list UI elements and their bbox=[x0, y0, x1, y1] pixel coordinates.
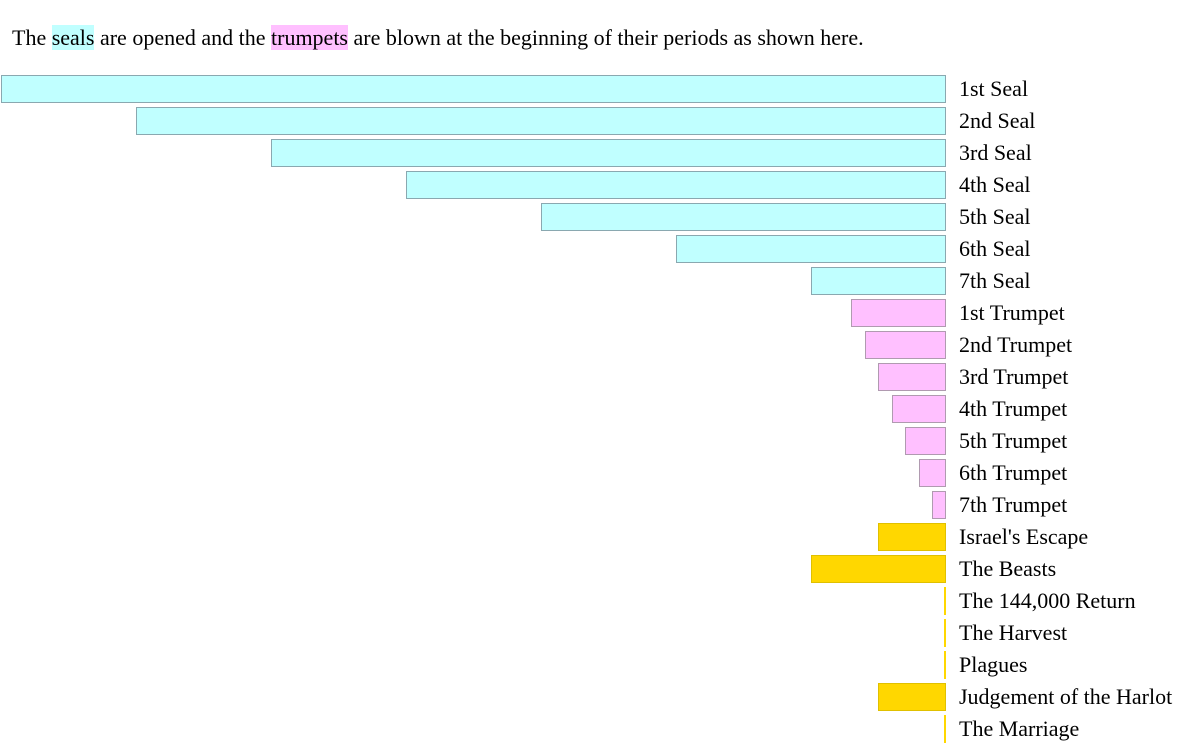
bar-3 bbox=[406, 171, 946, 199]
bar-12 bbox=[919, 459, 946, 487]
bar-label-7: 1st Trumpet bbox=[959, 300, 1065, 325]
intro-text: The seals are opened and the trumpets ar… bbox=[12, 22, 864, 54]
bar-label-20: The Marriage bbox=[959, 716, 1080, 741]
bar-label-5: 6th Seal bbox=[959, 236, 1031, 261]
bar-label-18: Plagues bbox=[959, 652, 1028, 677]
bar-label-11: 5th Trumpet bbox=[959, 428, 1068, 453]
bar-2 bbox=[271, 139, 946, 167]
bar-label-12: 6th Trumpet bbox=[959, 460, 1068, 485]
bar-label-0: 1st Seal bbox=[959, 76, 1029, 101]
bar-0 bbox=[1, 75, 946, 103]
bar-7 bbox=[851, 299, 946, 327]
bar-label-13: 7th Trumpet bbox=[959, 492, 1068, 517]
bar-11 bbox=[905, 427, 946, 455]
bar-label-8: 2nd Trumpet bbox=[959, 332, 1073, 357]
bar-10 bbox=[892, 395, 946, 423]
bar-13 bbox=[932, 491, 946, 519]
bar-6 bbox=[811, 267, 946, 295]
bar-9 bbox=[878, 363, 946, 391]
bar-label-16: The 144,000 Return bbox=[959, 588, 1136, 613]
bar-8 bbox=[865, 331, 946, 359]
bar-label-3: 4th Seal bbox=[959, 172, 1031, 197]
seals-highlight: seals bbox=[51, 25, 95, 50]
bar-16 bbox=[944, 587, 946, 615]
bar-label-6: 7th Seal bbox=[959, 268, 1031, 293]
intro-prefix: The bbox=[12, 25, 52, 50]
bar-20 bbox=[944, 715, 946, 743]
trumpets-highlight: trumpets bbox=[271, 25, 348, 50]
bar-label-19: Judgement of the Harlot bbox=[959, 684, 1173, 709]
bar-label-15: The Beasts bbox=[959, 556, 1057, 581]
bar-18 bbox=[944, 651, 946, 679]
bar-label-10: 4th Trumpet bbox=[959, 396, 1068, 421]
bar-label-2: 3rd Seal bbox=[959, 140, 1032, 165]
bar-17 bbox=[944, 619, 946, 647]
bar-15 bbox=[811, 555, 946, 583]
bar-label-9: 3rd Trumpet bbox=[959, 364, 1069, 389]
bar-label-1: 2nd Seal bbox=[959, 108, 1036, 133]
intro-suffix: are blown at the beginning of their peri… bbox=[348, 25, 864, 50]
bar-label-4: 5th Seal bbox=[959, 204, 1031, 229]
bar-19 bbox=[878, 683, 946, 711]
bar-label-14: Israel's Escape bbox=[959, 524, 1089, 549]
bar-5 bbox=[676, 235, 946, 263]
bar-4 bbox=[541, 203, 946, 231]
bar-1 bbox=[136, 107, 946, 135]
bar-label-17: The Harvest bbox=[959, 620, 1068, 645]
bar-14 bbox=[878, 523, 946, 551]
intro-middle: are opened and the bbox=[94, 25, 271, 50]
